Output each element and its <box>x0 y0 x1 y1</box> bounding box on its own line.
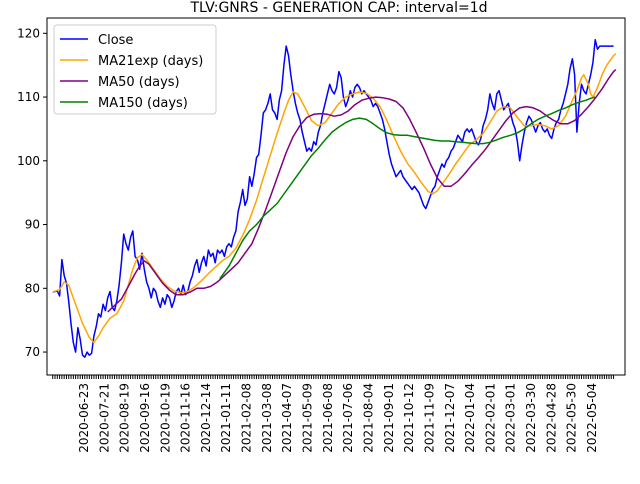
series-line-3 <box>107 69 617 313</box>
x-tick-label: 2020-08-19 <box>118 383 132 453</box>
x-tick-label: 2020-09-16 <box>138 383 152 453</box>
x-tick-label: 2022-04-28 <box>544 383 558 453</box>
x-tick-label: 2021-06-08 <box>321 383 335 453</box>
legend-box <box>53 24 217 115</box>
y-tick-label: 80 <box>25 281 40 295</box>
x-tick-label: 2021-09-01 <box>382 383 396 453</box>
legend-label: MA150 (days) <box>98 96 188 111</box>
series-line-1 <box>52 38 614 358</box>
series-line-2 <box>52 53 617 344</box>
x-tick-label: 2021-10-12 <box>402 383 416 453</box>
y-tick-label: 120 <box>17 26 40 40</box>
x-tick-label: 2021-02-08 <box>240 383 254 453</box>
legend: Close MA21exp (days) MA50 (days) MA150 (day… <box>53 24 217 115</box>
x-tick-label: 2022-05-04 <box>585 383 599 453</box>
y-tick-label: 90 <box>25 218 40 232</box>
x-tick-label: 2021-01-11 <box>219 383 233 453</box>
x-tick-label: 2022-05-30 <box>565 383 579 453</box>
legend-label: Close <box>98 33 133 48</box>
x-tick-label: 2020-10-19 <box>158 383 172 453</box>
x-tick-label: 2022-01-04 <box>463 383 477 453</box>
x-tick-label: 2020-07-21 <box>97 383 111 453</box>
x-tick-label: 2021-05-09 <box>301 383 315 453</box>
x-tick-label: 2020-06-23 <box>77 383 91 453</box>
x-tick-label: 2021-11-09 <box>422 383 436 453</box>
plot-lines <box>52 38 617 358</box>
y-tick-label: 110 <box>17 90 40 104</box>
x-tick-label: 2021-04-07 <box>280 383 294 453</box>
chart-title: TLV:GNRS - GENERATION CAP: interval=1d <box>189 0 487 16</box>
plot-frame <box>46 17 626 376</box>
series-line-4 <box>219 96 596 280</box>
y-axis: 70 80 90 100 110 120 <box>17 26 47 359</box>
x-tick-label: 2021-07-06 <box>341 383 355 453</box>
x-tick-label: 2022-03-30 <box>524 383 538 453</box>
legend-label: MA50 (days) <box>98 75 180 90</box>
x-tick-label: 2020-12-14 <box>199 383 213 453</box>
x-axis: 2020-06-23 2020-07-21 2020-08-19 2020-09-16… <box>52 375 615 453</box>
y-tick-label: 70 <box>25 345 40 359</box>
x-tick-label: 2020-11-16 <box>179 383 193 453</box>
x-tick-label: 2021-08-04 <box>362 383 376 453</box>
x-tick-label: 2021-03-08 <box>260 383 274 453</box>
x-tick-label: 2022-02-01 <box>483 383 497 453</box>
x-tick-label: 2021-12-07 <box>443 383 457 453</box>
x-tick-label: 2022-03-01 <box>504 383 518 453</box>
y-tick-label: 100 <box>17 154 40 168</box>
legend-label: MA21exp (days) <box>98 54 203 69</box>
